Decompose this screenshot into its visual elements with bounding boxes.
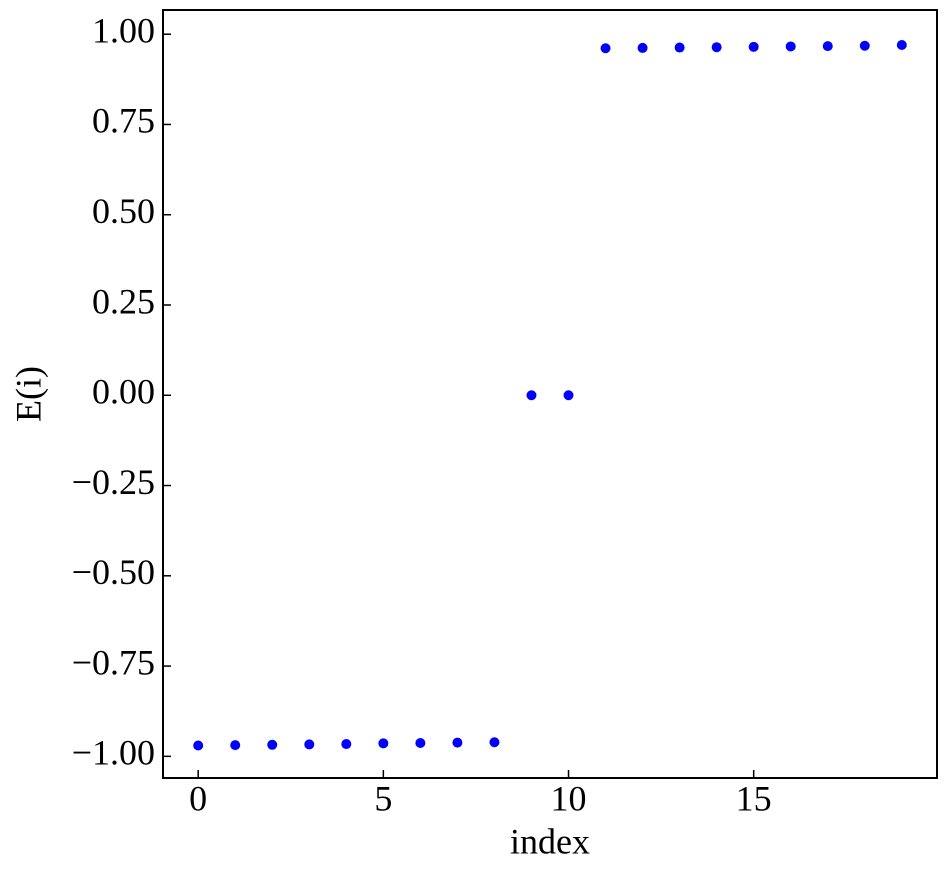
x-axis-label: index	[510, 821, 590, 861]
y-tick-label: −0.25	[72, 462, 155, 502]
y-tick-label: 0.75	[92, 101, 155, 141]
point	[785, 41, 796, 52]
point	[452, 737, 463, 748]
point	[415, 737, 426, 748]
point	[193, 740, 204, 751]
x-tick-label: 0	[189, 778, 207, 818]
y-axis-label: E(i)	[8, 366, 48, 422]
y-tick-label: −0.50	[72, 552, 155, 592]
y-tick-label: 0.00	[92, 372, 155, 412]
y-tick-label: 0.25	[92, 281, 155, 321]
point	[748, 41, 759, 52]
point	[341, 739, 352, 750]
point	[637, 42, 648, 53]
point	[526, 390, 537, 401]
point	[822, 41, 833, 52]
x-tick-label: 5	[374, 778, 392, 818]
y-tick-label: −1.00	[72, 733, 155, 773]
point	[489, 737, 500, 748]
x-tick-label: 10	[551, 778, 587, 818]
y-tick-label: −0.75	[72, 642, 155, 682]
y-tick-label: 0.50	[92, 191, 155, 231]
point	[859, 40, 870, 51]
x-tick-label: 15	[736, 778, 772, 818]
point	[711, 42, 722, 53]
point	[230, 740, 241, 751]
point	[896, 40, 907, 51]
point	[563, 390, 574, 401]
point	[674, 42, 685, 53]
point	[304, 739, 315, 750]
point	[600, 43, 611, 54]
point	[378, 738, 389, 749]
plot-frame	[162, 9, 938, 779]
y-tick-label: 1.00	[92, 10, 155, 50]
point	[267, 739, 278, 750]
